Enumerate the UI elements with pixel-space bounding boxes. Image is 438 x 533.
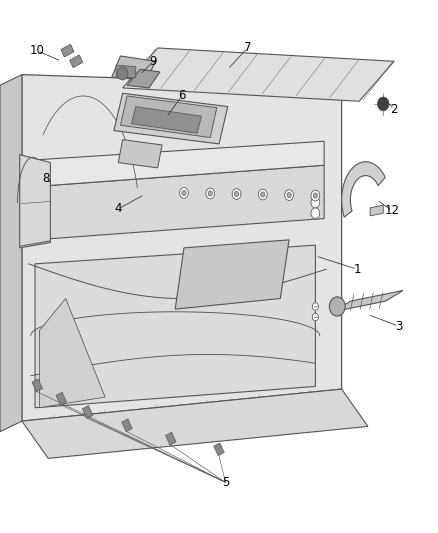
Circle shape	[378, 97, 389, 111]
Polygon shape	[342, 162, 385, 217]
Text: 4: 4	[114, 203, 122, 215]
Circle shape	[258, 189, 267, 200]
Polygon shape	[114, 93, 228, 144]
Circle shape	[117, 67, 128, 80]
Polygon shape	[35, 245, 315, 408]
Polygon shape	[333, 290, 403, 312]
Text: 1: 1	[353, 263, 361, 276]
Polygon shape	[127, 69, 160, 88]
Circle shape	[287, 192, 291, 198]
Polygon shape	[118, 140, 162, 168]
Polygon shape	[0, 75, 22, 432]
Polygon shape	[120, 96, 217, 138]
Polygon shape	[112, 56, 155, 80]
Polygon shape	[35, 165, 324, 240]
Polygon shape	[122, 419, 132, 432]
Circle shape	[311, 190, 320, 201]
Text: 8: 8	[42, 172, 49, 185]
Circle shape	[312, 313, 318, 321]
Polygon shape	[123, 48, 394, 101]
Polygon shape	[20, 155, 50, 248]
Polygon shape	[22, 75, 342, 421]
Text: 6: 6	[178, 90, 186, 102]
Circle shape	[234, 191, 239, 197]
Polygon shape	[131, 107, 201, 133]
Text: 9: 9	[149, 55, 157, 68]
Polygon shape	[70, 55, 83, 68]
Circle shape	[313, 193, 318, 198]
Polygon shape	[214, 443, 224, 456]
Text: 10: 10	[30, 44, 45, 57]
Text: 5: 5	[222, 476, 229, 489]
Circle shape	[261, 192, 265, 197]
Polygon shape	[32, 379, 42, 392]
Polygon shape	[61, 44, 74, 57]
Polygon shape	[82, 406, 93, 418]
Circle shape	[311, 197, 320, 208]
Circle shape	[329, 297, 345, 316]
Circle shape	[232, 189, 241, 199]
Polygon shape	[22, 389, 368, 458]
Text: 12: 12	[385, 204, 399, 217]
Text: 2: 2	[390, 103, 398, 116]
Text: 3: 3	[395, 320, 402, 333]
Circle shape	[180, 188, 188, 198]
Text: 7: 7	[244, 42, 251, 54]
Circle shape	[285, 190, 293, 200]
Circle shape	[312, 303, 318, 310]
Polygon shape	[39, 298, 105, 408]
Polygon shape	[166, 432, 176, 445]
Polygon shape	[116, 65, 136, 78]
Circle shape	[206, 188, 215, 199]
Polygon shape	[35, 141, 324, 187]
Circle shape	[311, 208, 320, 219]
Polygon shape	[370, 205, 383, 216]
Circle shape	[208, 191, 212, 196]
Circle shape	[182, 190, 186, 196]
Polygon shape	[56, 392, 67, 405]
Polygon shape	[175, 240, 289, 309]
